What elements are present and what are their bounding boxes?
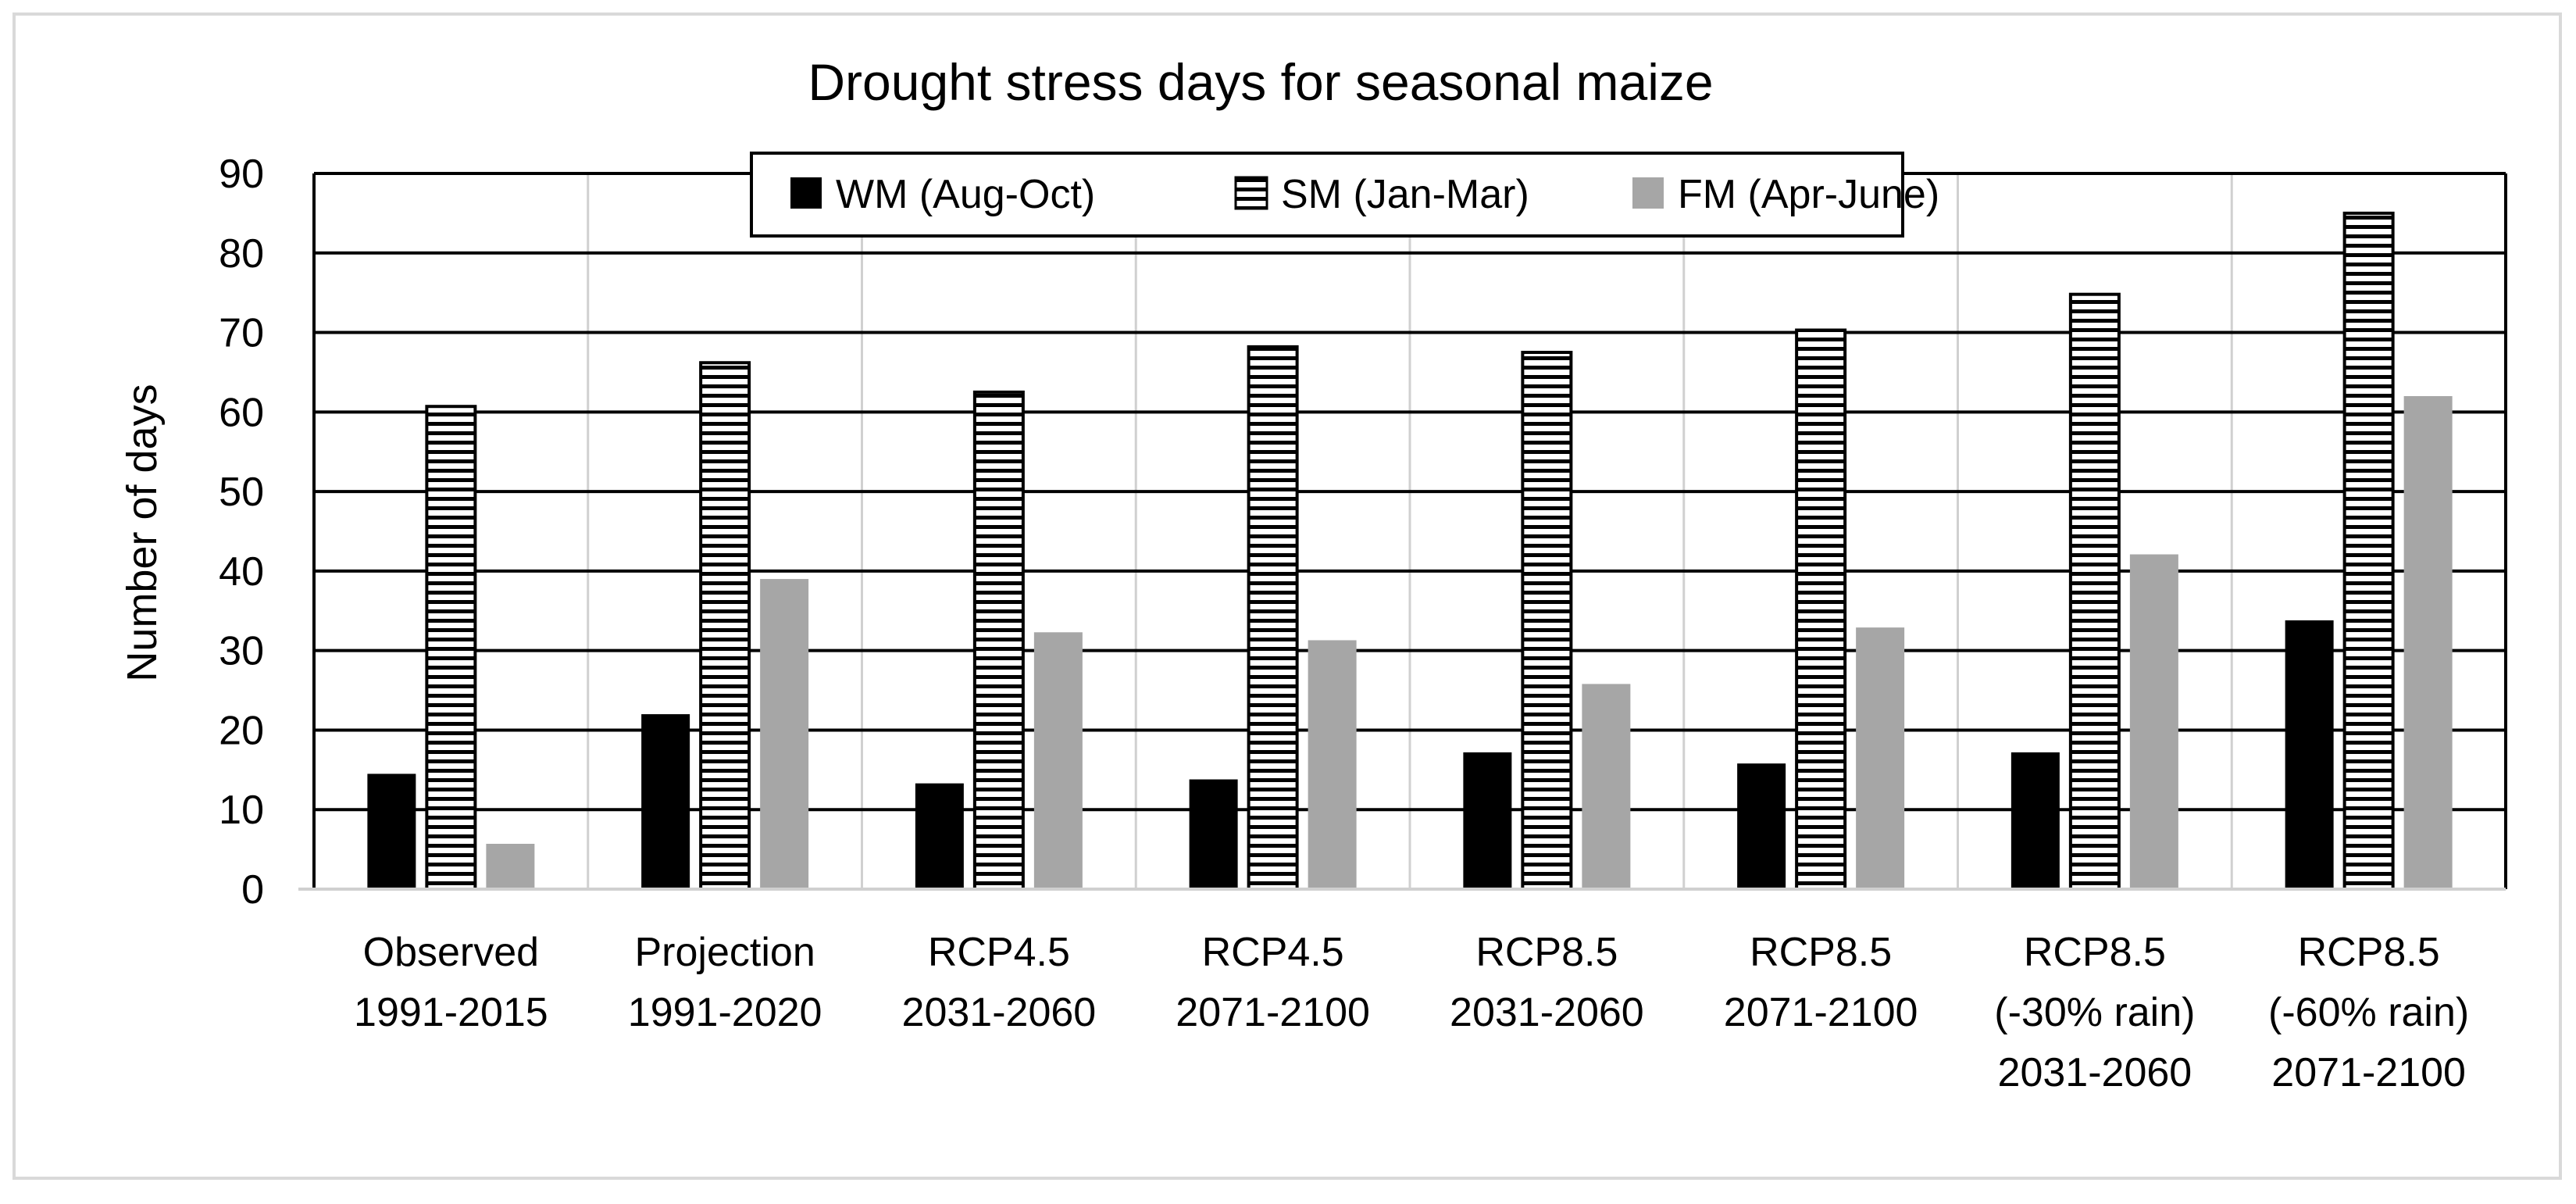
x-category-label-line: 2071-2100 (2271, 1050, 2466, 1095)
y-tick-label: 80 (219, 231, 264, 277)
legend-label: WM (Aug-Oct) (836, 172, 1095, 217)
y-tick-label: 90 (219, 152, 264, 197)
x-category-label-line: RCP4.5 (928, 930, 1070, 975)
x-category-label: RCP4.5 2071-2100 (1176, 930, 1370, 1035)
x-category-label-line: 2071-2100 (1176, 990, 1370, 1035)
legend-swatch (1234, 176, 1268, 210)
x-category-label-line: Observed (363, 930, 539, 975)
x-category-label-line: 2071-2100 (1724, 990, 1918, 1035)
bar-series3-cat5 (1582, 684, 1631, 889)
bar-series3-cat4 (1308, 640, 1357, 889)
bar-series2-cat1 (425, 405, 477, 891)
x-category-label-line: RCP8.5 (1750, 930, 1892, 975)
bar-series2-cat7 (2068, 292, 2121, 891)
y-tick-label: 50 (219, 470, 264, 515)
x-category-label: RCP8.5 (-30% rain) 2031-2060 (1994, 930, 2195, 1095)
y-tick-label: 20 (219, 708, 264, 753)
x-axis-category-labels: Observed 1991-2015 Projection 1991-2020 RCP4… (354, 930, 2469, 1095)
bar-series2-cat4 (1247, 345, 1299, 891)
bar-series3-cat6 (1856, 627, 1905, 889)
legend: WM (Aug-Oct) SM (Jan-Mar) FM (Apr-June) (750, 152, 1939, 238)
x-category-label: Projection 1991-2020 (628, 930, 822, 1035)
bar-series1-cat2 (641, 714, 690, 889)
bar-series3-cat1 (486, 843, 535, 889)
x-category-label: RCP8.5 2031-2060 (1450, 930, 1644, 1035)
y-tick-label: 10 (219, 788, 264, 833)
legend-label: SM (Jan-Mar) (1281, 172, 1529, 217)
y-tick-label: 40 (219, 549, 264, 595)
bar-series (367, 211, 2453, 891)
x-category-label-line: RCP8.5 (2298, 930, 2440, 975)
y-axis-tick-labels: 0 10 20 30 40 50 60 70 80 90 (219, 152, 264, 913)
bar-series1-cat4 (1189, 779, 1238, 889)
bar-series1-cat7 (2010, 752, 2060, 889)
y-axis-label: Number of days (119, 384, 166, 681)
x-category-label-line: 2031-2060 (1998, 1050, 2192, 1095)
bar-series3-cat2 (760, 579, 809, 889)
bar-series1-cat1 (367, 773, 416, 889)
bar-series3-cat3 (1033, 632, 1083, 889)
x-category-label-line: Projection (635, 930, 815, 975)
bar-series1-cat5 (1463, 752, 1512, 889)
x-category-label-line: 1991-2020 (628, 990, 822, 1035)
x-category-label-line: RCP4.5 (1202, 930, 1344, 975)
legend-swatch (1632, 177, 1664, 209)
bar-series2-cat2 (699, 361, 751, 891)
legend-box (750, 152, 1904, 238)
bar-series2-cat6 (1795, 328, 1847, 891)
bar-series1-cat8 (2285, 620, 2334, 889)
x-category-label-line: (-60% rain) (2268, 990, 2469, 1035)
bar-series3-cat8 (2403, 395, 2453, 889)
bar-series2-cat3 (972, 390, 1025, 891)
x-category-label: RCP8.5 2071-2100 (1724, 930, 1918, 1035)
x-category-label-line: 1991-2015 (354, 990, 548, 1035)
legend-swatch (790, 177, 822, 209)
bar-series2-cat5 (1521, 351, 1573, 891)
bar-series1-cat6 (1737, 763, 1786, 889)
x-category-label-line: 2031-2060 (902, 990, 1097, 1035)
x-category-label-line: RCP8.5 (2024, 930, 2166, 975)
bar-series1-cat3 (915, 783, 964, 889)
y-tick-label: 70 (219, 311, 264, 356)
vertical-gridlines (587, 173, 2233, 889)
y-tick-label: 60 (219, 390, 264, 435)
chart-title: Drought stress days for seasonal maize (808, 53, 1713, 111)
bar-series2-cat8 (2342, 211, 2395, 891)
x-category-label: RCP8.5 (-60% rain) 2071-2100 (2268, 930, 2469, 1095)
x-category-label: RCP4.5 2031-2060 (902, 930, 1097, 1035)
y-tick-label: 0 (241, 867, 264, 913)
x-category-label-line: (-30% rain) (1994, 990, 2195, 1035)
x-category-label: Observed 1991-2015 (354, 930, 548, 1035)
x-category-label-line: RCP8.5 (1475, 930, 1618, 975)
legend-label: FM (Apr-June) (1678, 172, 1939, 217)
x-category-label-line: 2031-2060 (1450, 990, 1644, 1035)
bar-series3-cat7 (2129, 554, 2178, 889)
y-tick-label: 30 (219, 629, 264, 674)
